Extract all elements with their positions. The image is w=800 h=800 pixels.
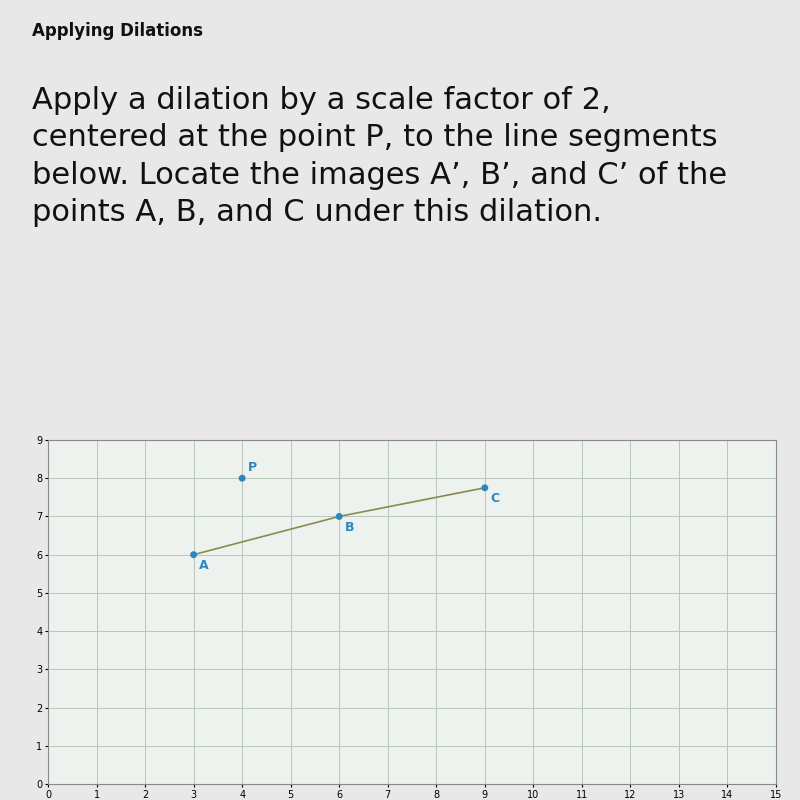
Text: B: B [345, 521, 354, 534]
Point [333, 510, 346, 523]
Text: A: A [199, 559, 209, 572]
Text: C: C [490, 492, 500, 506]
Text: P: P [248, 461, 257, 474]
Text: Applying Dilations: Applying Dilations [32, 22, 203, 39]
Point [478, 482, 491, 494]
Point [187, 548, 200, 561]
Text: Apply a dilation by a scale factor of 2,
centered at the point P, to the line se: Apply a dilation by a scale factor of 2,… [32, 86, 727, 226]
Point [236, 472, 249, 485]
